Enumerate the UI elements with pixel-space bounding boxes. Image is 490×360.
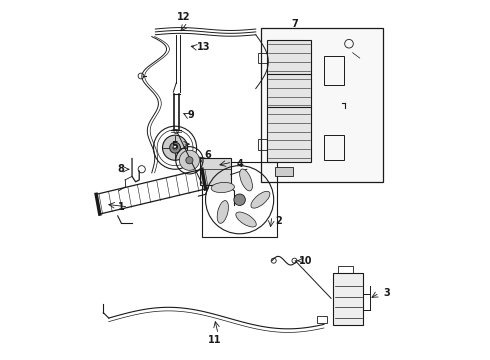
Ellipse shape: [211, 183, 234, 193]
Bar: [258, 139, 267, 149]
Circle shape: [163, 135, 188, 160]
Bar: [324, 56, 343, 85]
Bar: [324, 135, 343, 160]
Bar: [275, 167, 294, 176]
Text: 8: 8: [118, 164, 125, 174]
Ellipse shape: [236, 212, 256, 227]
Ellipse shape: [217, 201, 228, 223]
Text: 13: 13: [197, 42, 211, 52]
Text: 1: 1: [118, 202, 124, 212]
Circle shape: [170, 142, 180, 153]
Ellipse shape: [240, 169, 252, 191]
Bar: [200, 158, 231, 185]
Text: 2: 2: [276, 216, 282, 226]
Text: 10: 10: [299, 256, 313, 266]
Bar: [258, 53, 267, 63]
Bar: [202, 162, 277, 237]
Bar: [338, 266, 353, 273]
Bar: [317, 316, 327, 323]
Text: 11: 11: [208, 334, 221, 345]
Bar: [333, 273, 364, 325]
Ellipse shape: [251, 191, 270, 208]
Text: 4: 4: [236, 159, 243, 169]
Bar: [261, 28, 383, 182]
Text: 3: 3: [383, 288, 390, 298]
Circle shape: [173, 145, 177, 150]
Text: 12: 12: [177, 12, 191, 22]
Text: 9: 9: [188, 111, 195, 121]
Bar: [267, 40, 311, 162]
Circle shape: [186, 157, 193, 164]
Text: 6: 6: [204, 150, 211, 160]
Circle shape: [234, 194, 245, 206]
Text: 5: 5: [172, 141, 178, 151]
Circle shape: [179, 150, 199, 170]
Text: 7: 7: [292, 19, 298, 29]
